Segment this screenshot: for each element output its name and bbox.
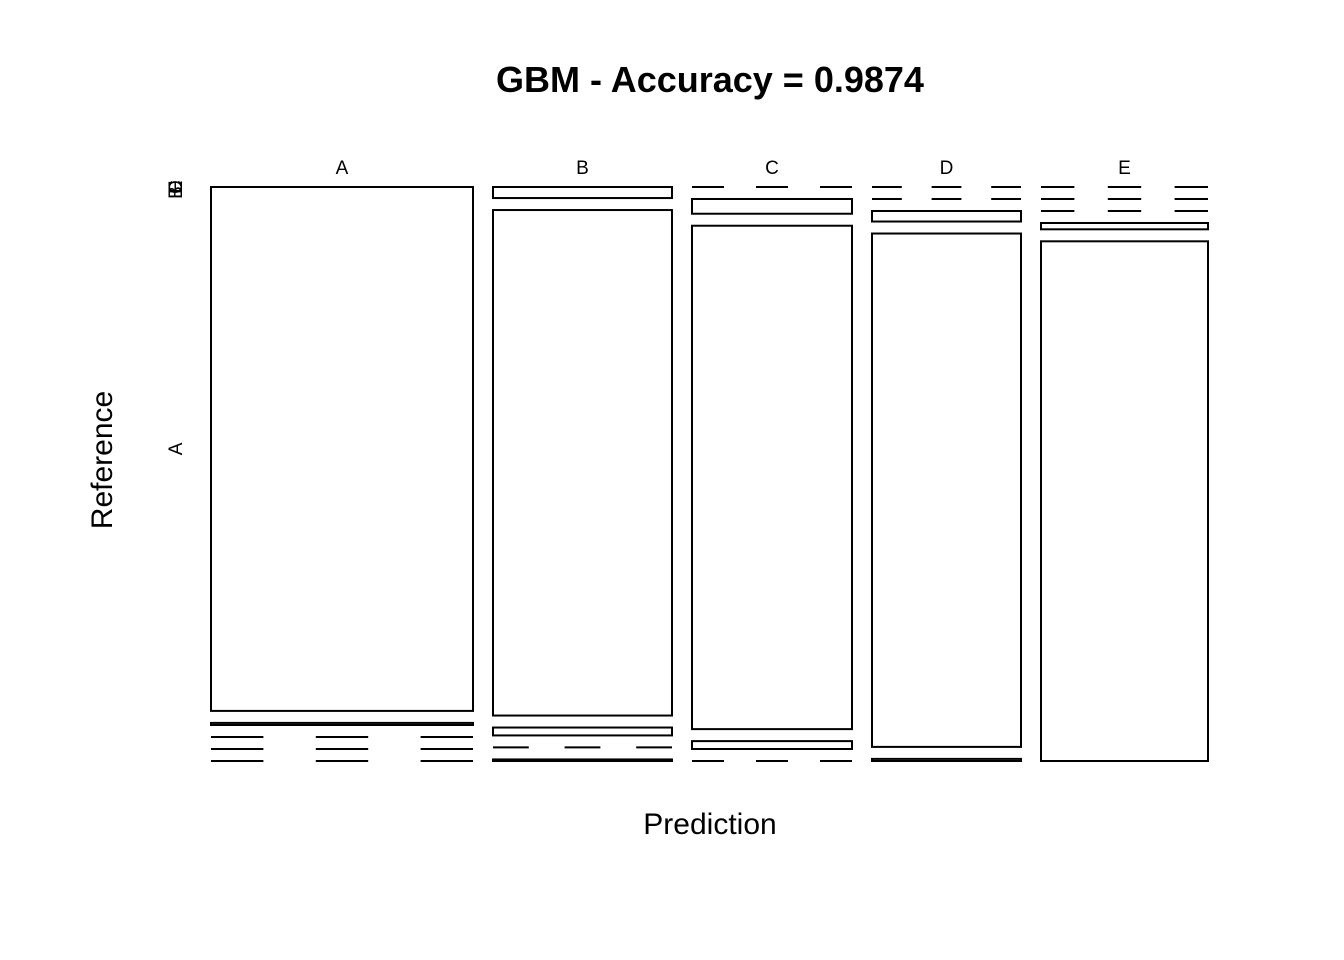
tile-pred-c-ref-d — [691, 740, 853, 750]
tile-pred-e-ref-e — [1040, 240, 1209, 762]
mosaic-tiles — [210, 186, 1209, 762]
y-tick-c: C — [166, 180, 187, 194]
tile-pred-b-ref-a — [492, 186, 673, 200]
x-tick-a: A — [336, 158, 349, 179]
y-tick-a: A — [166, 442, 187, 455]
tile-pred-b-ref-e — [492, 758, 673, 762]
y-axis-label: Reference — [86, 391, 119, 529]
tile-pred-d-ref-e — [871, 757, 1022, 762]
tile-pred-d-ref-c — [871, 210, 1022, 223]
x-tick-b: B — [576, 158, 589, 179]
tile-pred-e-ref-d — [1040, 222, 1209, 231]
tile-pred-b-ref-c — [492, 726, 673, 737]
tile-pred-a-ref-b — [210, 721, 474, 726]
tile-pred-a-ref-a — [210, 186, 474, 712]
y-tick-e: E — [166, 181, 187, 194]
tile-pred-c-ref-b — [691, 198, 853, 215]
y-tick-d: D — [166, 180, 187, 194]
chart-title: GBM - Accuracy = 0.9874 — [496, 59, 924, 100]
x-tick-e: E — [1118, 158, 1131, 179]
tile-pred-d-ref-d — [871, 232, 1022, 748]
x-tick-c: C — [765, 158, 779, 179]
y-tick-b: B — [166, 186, 187, 199]
x-tick-d: D — [940, 158, 954, 179]
tile-pred-c-ref-c — [691, 224, 853, 731]
x-axis-label: Prediction — [643, 808, 776, 841]
tile-pred-b-ref-b — [492, 209, 673, 717]
